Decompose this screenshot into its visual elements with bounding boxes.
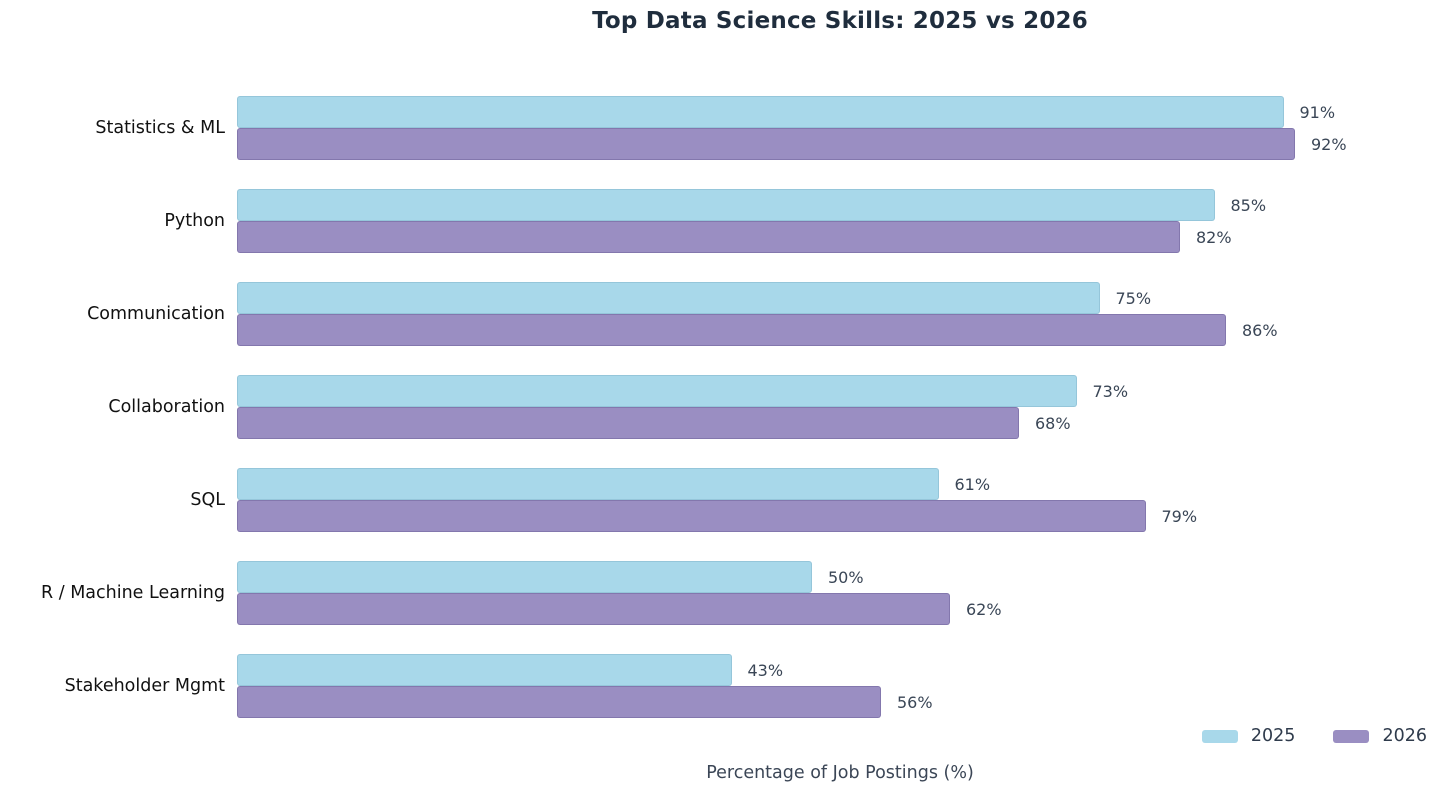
bar-group-bars: 91% 92% xyxy=(237,96,1456,160)
bar-2026 xyxy=(237,314,1226,346)
bar-group: R / Machine Learning 50% 62% xyxy=(0,561,1456,625)
bar-2026 xyxy=(237,221,1180,253)
chart-title: Top Data Science Skills: 2025 vs 2026 xyxy=(592,8,1088,34)
bar-group: Python 85% 82% xyxy=(0,189,1456,253)
bar-2026 xyxy=(237,128,1295,160)
bar-2025 xyxy=(237,561,812,593)
legend-item-2025: 2025 xyxy=(1201,726,1296,746)
bar-line: 50% xyxy=(237,561,1456,593)
value-label: 79% xyxy=(1161,506,1198,526)
bar-2026 xyxy=(237,593,950,625)
bar-2026 xyxy=(237,500,1146,532)
bar-line: 61% xyxy=(237,468,1456,500)
legend-label: 2026 xyxy=(1382,726,1427,746)
category-label: R / Machine Learning xyxy=(41,583,225,603)
bar-group-bars: 75% 86% xyxy=(237,282,1456,346)
legend-item-2026: 2026 xyxy=(1333,726,1427,746)
bar-group-bars: 43% 56% xyxy=(237,654,1456,718)
bar-line: 56% xyxy=(237,686,1456,718)
bar-line: 86% xyxy=(237,314,1456,346)
bar-line: 82% xyxy=(237,221,1456,253)
value-label: 75% xyxy=(1115,288,1152,308)
legend-swatch xyxy=(1333,729,1370,743)
bar-group: Communication 75% 86% xyxy=(0,282,1456,346)
value-label: 92% xyxy=(1311,134,1347,154)
bar-line: 68% xyxy=(237,407,1456,439)
bar-2026 xyxy=(237,686,881,718)
bar-2025 xyxy=(237,468,939,500)
value-label: 68% xyxy=(1035,413,1071,433)
value-label: 62% xyxy=(966,599,1002,619)
legend-label: 2025 xyxy=(1250,726,1296,746)
bar-group: SQL 61% 79% xyxy=(0,468,1456,532)
bar-group-bars: 85% 82% xyxy=(237,189,1456,253)
bar-line: 92% xyxy=(237,128,1456,160)
bar-group: Statistics & ML 91% 92% xyxy=(0,96,1456,160)
x-axis-label: Percentage of Job Postings (%) xyxy=(706,763,974,783)
bar-group-bars: 61% 79% xyxy=(237,468,1456,532)
category-label: Collaboration xyxy=(108,397,225,417)
bar-line: 62% xyxy=(237,593,1456,625)
value-label: 73% xyxy=(1092,381,1129,401)
category-label: Statistics & ML xyxy=(95,118,225,138)
value-label: 85% xyxy=(1230,195,1267,215)
bar-2025 xyxy=(237,375,1077,407)
bar-line: 85% xyxy=(237,189,1456,221)
bar-line: 73% xyxy=(237,375,1456,407)
category-label: Communication xyxy=(87,304,225,324)
bar-rows-container: Statistics & ML 91% 92% Python 85% 82% C… xyxy=(0,96,1456,747)
value-label: 56% xyxy=(897,692,933,712)
bar-line: 43% xyxy=(237,654,1456,686)
bar-line: 91% xyxy=(237,96,1456,128)
bar-2025 xyxy=(237,96,1284,128)
bar-line: 75% xyxy=(237,282,1456,314)
value-label: 86% xyxy=(1242,320,1278,340)
value-label: 82% xyxy=(1196,227,1232,247)
bar-2025 xyxy=(237,189,1215,221)
bar-2026 xyxy=(237,407,1019,439)
legend-swatch xyxy=(1201,729,1238,743)
bar-group-bars: 50% 62% xyxy=(237,561,1456,625)
category-label: Stakeholder Mgmt xyxy=(64,676,225,696)
legend: 2025 2026 xyxy=(1201,726,1427,746)
bar-line: 79% xyxy=(237,500,1456,532)
value-label: 61% xyxy=(954,474,991,494)
category-label: SQL xyxy=(190,490,225,510)
bar-2025 xyxy=(237,654,732,686)
bar-group-bars: 73% 68% xyxy=(237,375,1456,439)
category-label: Python xyxy=(164,211,225,231)
value-label: 50% xyxy=(828,567,864,587)
bar-2025 xyxy=(237,282,1100,314)
value-label: 43% xyxy=(747,660,784,680)
bar-group: Stakeholder Mgmt 43% 56% xyxy=(0,654,1456,718)
value-label: 91% xyxy=(1299,102,1336,122)
bar-group: Collaboration 73% 68% xyxy=(0,375,1456,439)
